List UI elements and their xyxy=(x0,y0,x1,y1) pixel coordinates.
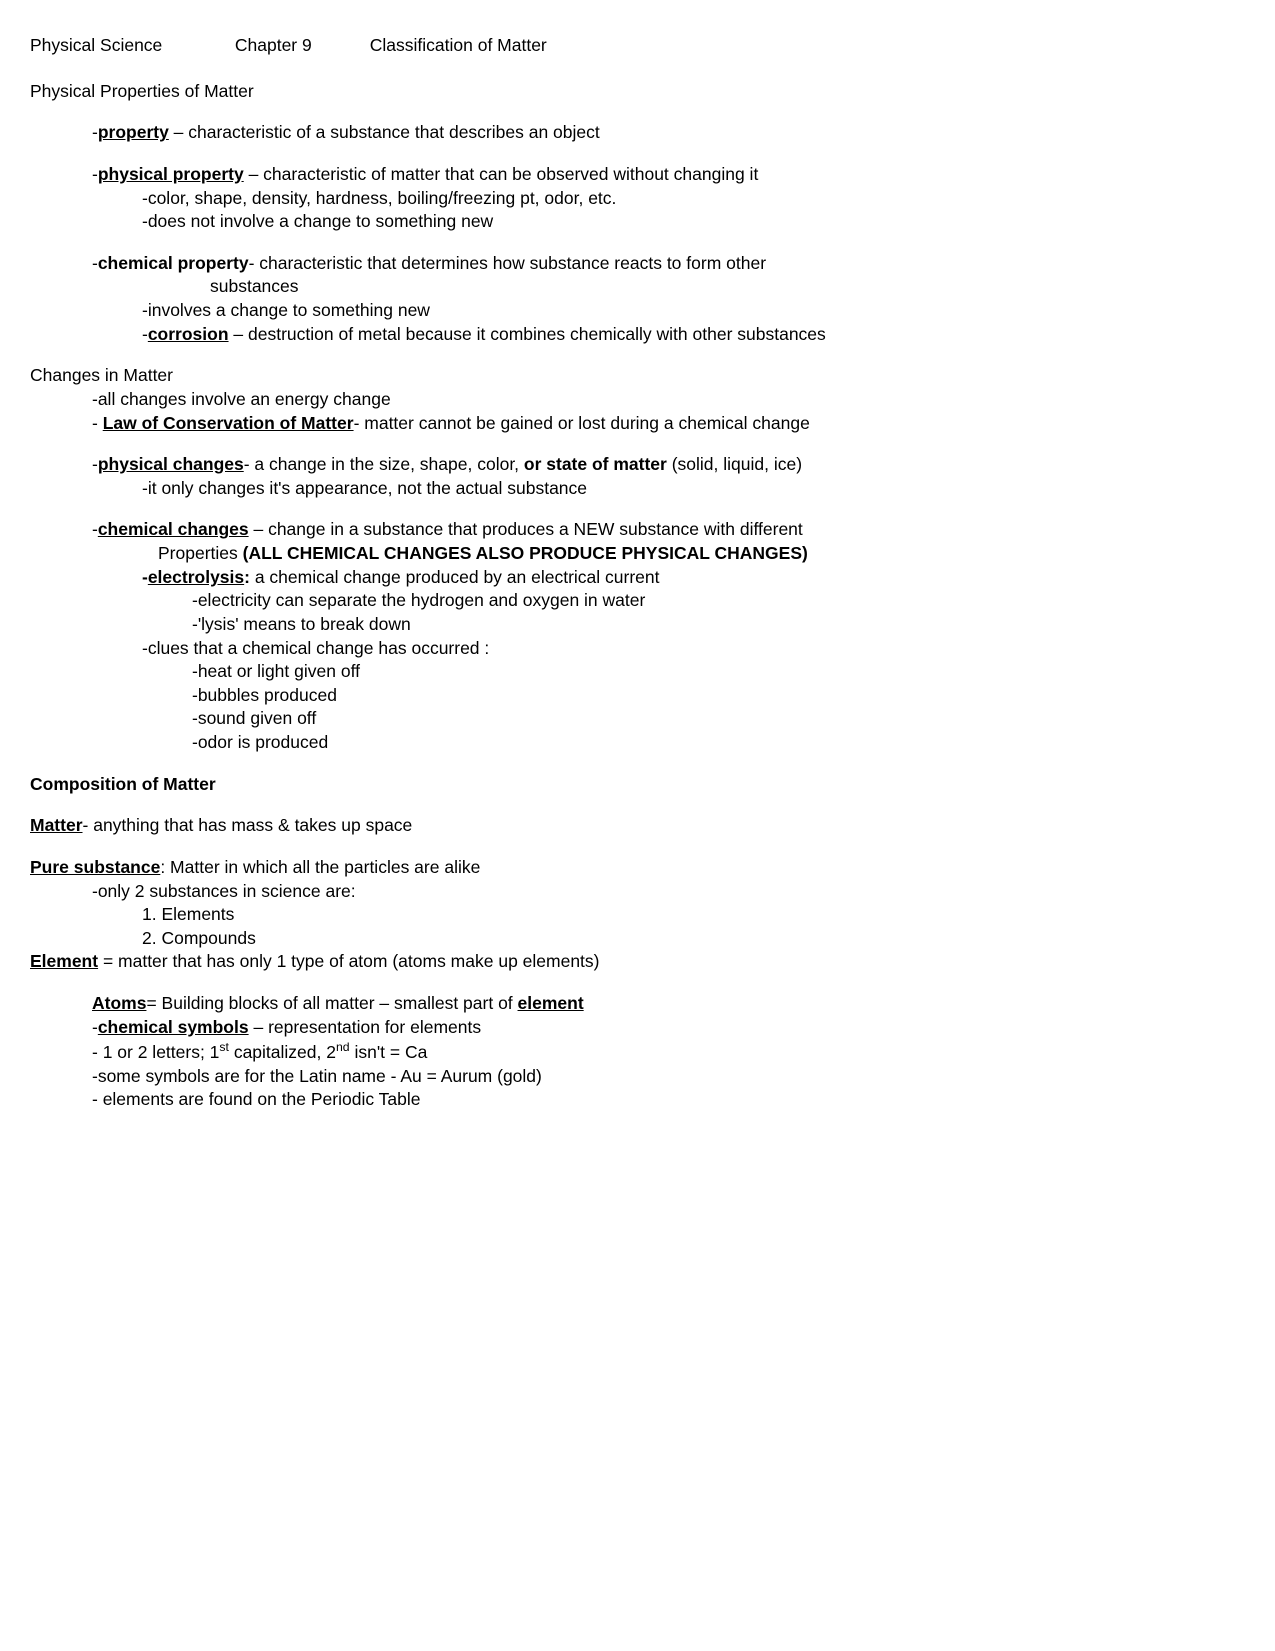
term-property: property xyxy=(98,122,169,142)
definition-line: Pure substance: Matter in which all the … xyxy=(30,856,1245,880)
list-item: 2. Compounds xyxy=(30,927,1245,951)
definition-line: -chemical symbols – representation for e… xyxy=(30,1016,1245,1040)
sub-line: -clues that a chemical change has occurr… xyxy=(30,637,1245,661)
sub-line: -corrosion – destruction of metal becaus… xyxy=(30,323,1245,347)
definition-line: Element = matter that has only 1 type of… xyxy=(30,950,1245,974)
list-item: -heat or light given off xyxy=(30,660,1245,684)
sub-line: -it only changes it's appearance, not th… xyxy=(30,477,1245,501)
section-heading: Composition of Matter xyxy=(30,773,1245,797)
list-item: -odor is produced xyxy=(30,731,1245,755)
definition-line: -chemical property- characteristic that … xyxy=(30,252,1245,276)
definition-continuation: substances xyxy=(30,275,1245,299)
text: Properties xyxy=(158,543,243,563)
definition-text: - characteristic that determines how sub… xyxy=(249,253,766,273)
term-corrosion: corrosion xyxy=(148,324,229,344)
definition-line: -property – characteristic of a substanc… xyxy=(30,121,1245,145)
definition-continuation: Properties (ALL CHEMICAL CHANGES ALSO PR… xyxy=(30,542,1245,566)
chapter-label: Chapter 9 xyxy=(235,34,365,58)
section-physical-properties: Physical Properties of Matter -property … xyxy=(30,80,1245,347)
definition-line: - Law of Conservation of Matter- matter … xyxy=(30,412,1245,436)
superscript: nd xyxy=(336,1040,350,1054)
definition-line: -physical changes- a change in the size,… xyxy=(30,453,1245,477)
definition-text: – characteristic of a substance that des… xyxy=(169,122,600,142)
list-item: 1. Elements xyxy=(30,903,1245,927)
term-element-inline: element xyxy=(518,993,584,1013)
sub-line: -does not involve a change to something … xyxy=(30,210,1245,234)
term-atoms: Atoms xyxy=(92,993,146,1013)
term-physical-property: physical property xyxy=(98,164,244,184)
bold-phrase: (ALL CHEMICAL CHANGES ALSO PRODUCE PHYSI… xyxy=(243,543,808,563)
sub-line: - elements are found on the Periodic Tab… xyxy=(30,1088,1245,1112)
sub-line: -only 2 substances in science are: xyxy=(30,880,1245,904)
definition-text: – characteristic of matter that can be o… xyxy=(244,164,759,184)
course-name: Physical Science xyxy=(30,34,230,58)
definition-line: Matter- anything that has mass & takes u… xyxy=(30,814,1245,838)
section-composition-of-matter: Composition of Matter Matter- anything t… xyxy=(30,773,1245,1112)
text: - 1 or 2 letters; 1 xyxy=(92,1042,219,1062)
term-matter: Matter xyxy=(30,815,83,835)
term-chemical-changes: chemical changes xyxy=(98,519,249,539)
section-changes-in-matter: Changes in Matter -all changes involve a… xyxy=(30,364,1245,754)
page-title: Classification of Matter xyxy=(370,34,547,58)
term-law-conservation: Law of Conservation of Matter xyxy=(103,413,354,433)
definition-text: - matter cannot be gained or lost during… xyxy=(354,413,810,433)
term-chemical-property: chemical property xyxy=(98,253,249,273)
sub-line: -electricity can separate the hydrogen a… xyxy=(30,589,1245,613)
definition-line: Atoms= Building blocks of all matter – s… xyxy=(30,992,1245,1016)
definition-text: a chemical change produced by an electri… xyxy=(250,567,660,587)
term-element: Element xyxy=(30,951,98,971)
definition-line: -chemical changes – change in a substanc… xyxy=(30,518,1245,542)
sub-line: -all changes involve an energy change xyxy=(30,388,1245,412)
definition-text: : Matter in which all the particles are … xyxy=(160,857,480,877)
definition-text: - a change in the size, shape, color, xyxy=(244,454,524,474)
term-electrolysis: electrolysis xyxy=(148,567,244,587)
superscript: st xyxy=(219,1040,229,1054)
bold-phrase: or state of matter xyxy=(524,454,667,474)
list-item: -sound given off xyxy=(30,707,1245,731)
sub-line: -color, shape, density, hardness, boilin… xyxy=(30,187,1245,211)
sub-line: -some symbols are for the Latin name - A… xyxy=(30,1065,1245,1089)
list-item: -bubbles produced xyxy=(30,684,1245,708)
definition-text: – representation for elements xyxy=(249,1017,482,1037)
text: capitalized, 2 xyxy=(229,1042,336,1062)
definition-line: -physical property – characteristic of m… xyxy=(30,163,1245,187)
term-chemical-symbols: chemical symbols xyxy=(98,1017,249,1037)
definition-text: - anything that has mass & takes up spac… xyxy=(83,815,413,835)
text: isn't = Ca xyxy=(350,1042,428,1062)
section-heading: Changes in Matter xyxy=(30,364,1245,388)
term-physical-changes: physical changes xyxy=(98,454,244,474)
definition-text: (solid, liquid, ice) xyxy=(667,454,802,474)
definition-text: = Building blocks of all matter – smalle… xyxy=(146,993,517,1013)
definition-text: – destruction of metal because it combin… xyxy=(229,324,826,344)
definition-line: -electrolysis: a chemical change produce… xyxy=(30,566,1245,590)
definition-text: = matter that has only 1 type of atom (a… xyxy=(98,951,599,971)
section-heading: Physical Properties of Matter xyxy=(30,80,1245,104)
page-header: Physical Science Chapter 9 Classificatio… xyxy=(30,34,1245,58)
sub-line: - 1 or 2 letters; 1st capitalized, 2nd i… xyxy=(30,1039,1245,1064)
sub-line: -involves a change to something new xyxy=(30,299,1245,323)
definition-text: – change in a substance that produces a … xyxy=(249,519,803,539)
sub-line: -'lysis' means to break down xyxy=(30,613,1245,637)
term-pure-substance: Pure substance xyxy=(30,857,160,877)
